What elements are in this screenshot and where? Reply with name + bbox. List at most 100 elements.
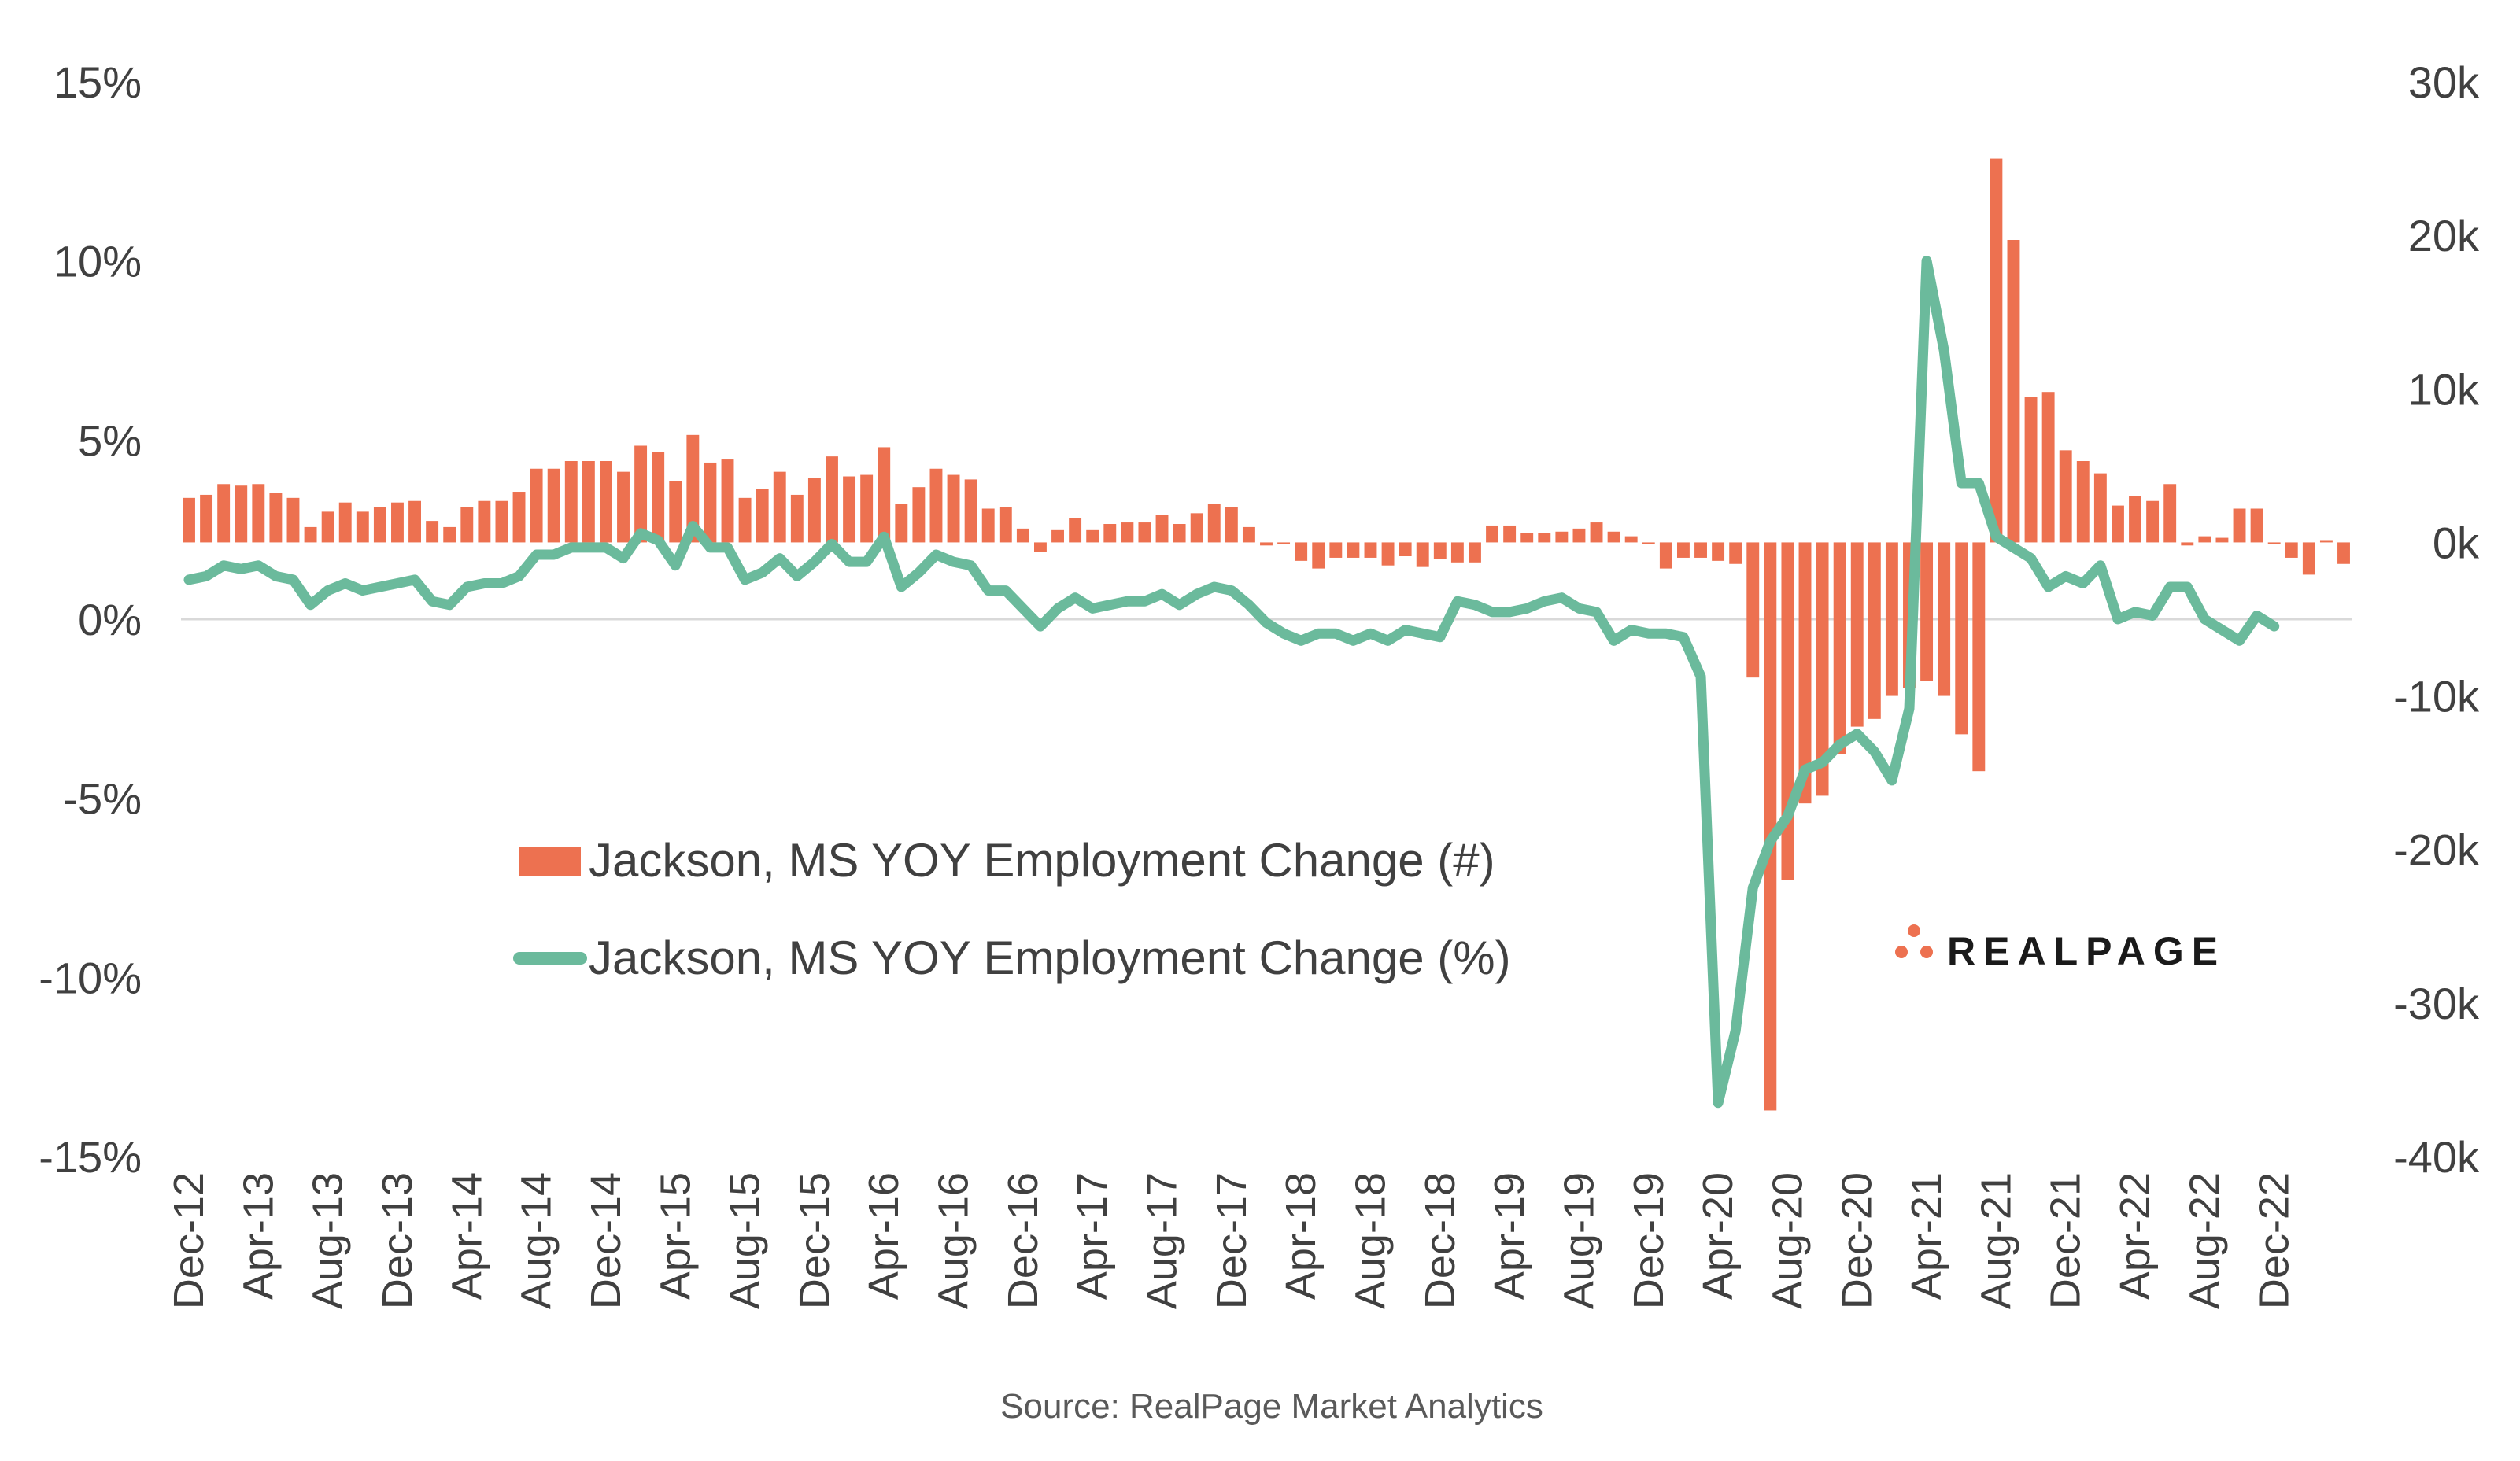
x-tick-label: Aug-21: [1972, 1172, 2019, 1309]
bar: [1729, 542, 1742, 564]
realpage-logo: REALPAGE: [1895, 924, 2218, 973]
bar: [582, 461, 595, 543]
bar: [1103, 524, 1117, 543]
x-tick-label: Aug-17: [1139, 1172, 1186, 1309]
line-path: [183, 256, 2280, 1109]
bar: [669, 481, 682, 543]
right-tick-label: -10k: [2393, 672, 2480, 721]
bar: [652, 452, 665, 543]
x-tick-label: Aug-13: [305, 1172, 352, 1309]
bar: [2319, 540, 2333, 543]
right-tick-label: 10k: [2408, 364, 2480, 414]
x-tick-label: Aug-18: [1347, 1172, 1395, 1309]
right-tick-label: -30k: [2393, 979, 2480, 1028]
left-tick-label: 10%: [54, 237, 142, 286]
bar: [564, 461, 578, 543]
bar: [1225, 507, 1238, 543]
bar: [1260, 542, 1273, 546]
x-tick-label: Apr-22: [2112, 1172, 2159, 1300]
bar: [2163, 484, 2177, 543]
bar: [1746, 542, 1760, 678]
logo-dot: [1895, 946, 1908, 958]
bar: [286, 497, 300, 543]
x-tick-label: Dec-19: [1625, 1172, 1672, 1309]
bar: [2285, 542, 2298, 558]
bar: [1364, 542, 1377, 558]
bar: [947, 474, 960, 543]
bar: [1868, 542, 1881, 719]
bar: [512, 492, 526, 543]
x-tick-label: Apr-16: [860, 1172, 907, 1300]
bar: [2250, 508, 2263, 543]
x-tick-label: Apr-18: [1277, 1172, 1325, 1300]
bar: [1155, 515, 1169, 543]
right-axis-ticks: 30k 20k 10k 0k -10k -20k -30k -40k: [2393, 57, 2480, 1182]
bar: [1520, 533, 1534, 543]
bar: [2129, 496, 2141, 543]
bar: [356, 511, 369, 543]
bar: [2024, 397, 2038, 543]
x-tick-label: Aug-15: [722, 1172, 769, 1309]
bar: [1659, 542, 1672, 569]
x-tick-label: Dec-20: [1834, 1172, 1881, 1309]
bar: [1207, 504, 1221, 543]
bar: [2059, 450, 2072, 543]
bar: [843, 476, 856, 543]
bar: [1069, 518, 1082, 543]
bar: [1503, 525, 1517, 543]
bar: [790, 494, 804, 543]
bar: [235, 485, 248, 543]
x-tick-label: Aug-14: [513, 1172, 560, 1309]
bar: [1850, 542, 1864, 727]
x-tick-label: Dec-18: [1417, 1172, 1464, 1309]
x-tick-label: Apr-17: [1069, 1172, 1116, 1300]
bar: [860, 474, 874, 543]
bar: [217, 484, 231, 543]
bar: [1712, 542, 1725, 561]
bar: [964, 479, 977, 543]
bar: [408, 500, 421, 543]
bar: [1016, 528, 1029, 543]
bar: [738, 497, 752, 543]
bar: [1990, 158, 2003, 543]
left-tick-label: -10%: [39, 953, 142, 1002]
bar: [460, 507, 474, 543]
bar: [2267, 542, 2281, 544]
bar: [1347, 542, 1360, 558]
bar: [929, 468, 943, 543]
bar: [1034, 542, 1047, 552]
legend: Jackson, MS YOY Employment Change (#) Ja…: [513, 834, 1511, 984]
left-tick-label: -5%: [63, 774, 142, 824]
x-axis-ticks: Dec-12 Apr-13 Aug-13 Dec-13 Apr-14 Aug-14 Dec-…: [165, 1172, 2298, 1309]
bar: [1086, 529, 1099, 543]
x-tick-label: Apr-13: [235, 1172, 282, 1300]
bar: [1642, 542, 1655, 544]
bar: [1121, 522, 1134, 543]
x-tick-label: Dec-21: [2042, 1172, 2090, 1309]
x-tick-label: Apr-15: [652, 1172, 699, 1300]
bar: [617, 471, 630, 543]
bar: [304, 526, 317, 543]
x-tick-label: Dec-16: [1000, 1172, 1047, 1309]
bar: [1885, 542, 1898, 696]
bar: [1242, 526, 1255, 543]
bar: [1538, 533, 1551, 543]
bar: [1555, 531, 1569, 543]
bar: [1329, 542, 1343, 558]
bar: [2233, 508, 2246, 543]
x-tick-label: Aug-19: [1556, 1172, 1603, 1309]
bar: [547, 468, 560, 543]
bar: [1173, 524, 1186, 543]
right-tick-label: -20k: [2393, 825, 2480, 875]
bar: [2215, 537, 2229, 543]
bar: [183, 497, 195, 543]
bar: [1486, 525, 1498, 543]
bar: [807, 478, 821, 543]
bar: [2112, 505, 2124, 543]
bar: [1607, 531, 1620, 543]
left-tick-label: 5%: [78, 415, 142, 465]
bar: [2007, 240, 2020, 543]
bar: [495, 500, 508, 543]
bar: [1694, 542, 1707, 558]
